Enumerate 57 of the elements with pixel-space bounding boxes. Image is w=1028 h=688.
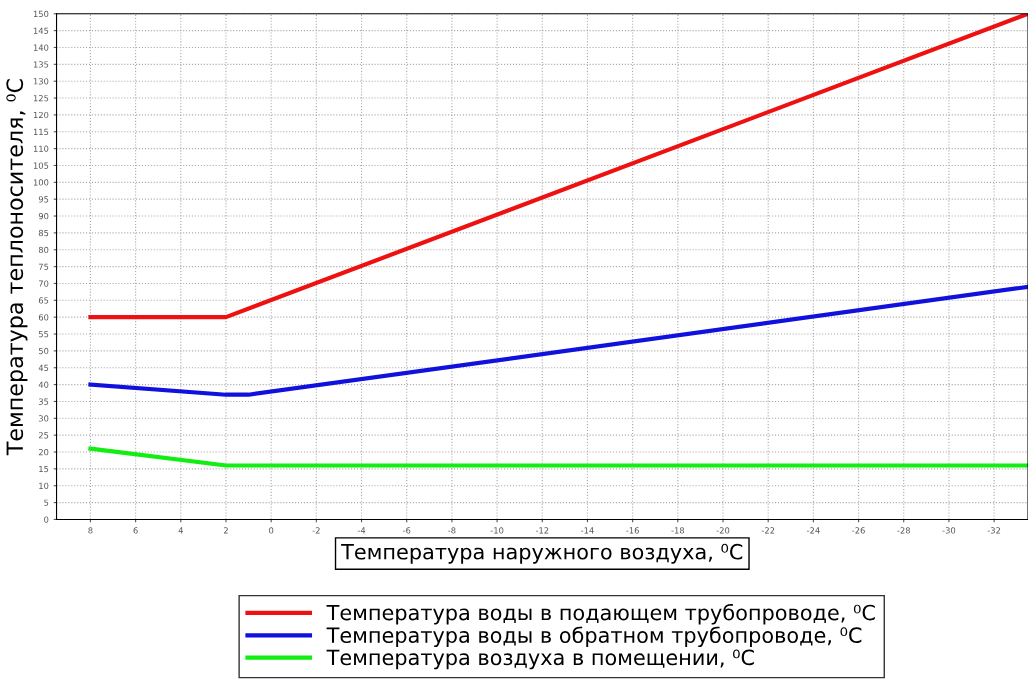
y-tick-label: 75 [38, 263, 49, 270]
x-tick-label: -32 [987, 527, 1001, 534]
x-tick-label: -16 [626, 527, 639, 534]
x-tick-label: -20 [716, 527, 730, 534]
x-tick-label: -26 [852, 527, 865, 534]
y-tick-label: 50 [38, 347, 49, 355]
y-axis-title: Температура теплоносителя, ⁰C [6, 79, 28, 456]
y-tick-label: 60 [38, 314, 49, 321]
x-tick-label: 0 [269, 527, 274, 534]
y-tick-label: 70 [38, 280, 49, 287]
y-tick-label: 130 [33, 78, 49, 85]
y-tick-label: 100 [33, 179, 49, 186]
y-tick-label: 95 [38, 196, 49, 203]
y-tick-label: 80 [38, 246, 49, 254]
y-tick-label: 65 [38, 297, 49, 304]
x-tick-label: -8 [448, 527, 456, 534]
y-tick-label: 25 [38, 432, 49, 439]
y-tick-label: 110 [33, 145, 49, 152]
y-tick-label: 15 [39, 465, 49, 473]
x-tick-label: -28 [897, 527, 910, 534]
y-tick-label: 120 [33, 111, 49, 119]
y-tick-label: 5 [44, 499, 49, 506]
x-tick-label: -10 [490, 527, 504, 534]
x-tick-label: -12 [535, 527, 549, 534]
x-tick-label: 2 [223, 527, 228, 534]
x-tick-label: -22 [761, 527, 775, 534]
x-tick-label: -24 [806, 527, 820, 534]
y-tick-label: 90 [38, 213, 49, 220]
x-tick-label: 8 [88, 527, 93, 534]
x-tick-label: -14 [581, 527, 594, 534]
y-tick-label: 10 [39, 482, 49, 490]
legend-label: Температура воды в подающем трубопроводе, ⁰C [326, 603, 875, 625]
y-tick-label: 105 [33, 162, 49, 169]
y-tick-label: 40 [38, 381, 49, 388]
legend-label: Температура воды в обратном трубопроводе, ⁰C [326, 626, 862, 648]
legend-label: Температура воздуха в помещении, ⁰C [326, 649, 754, 670]
x-tick-label: -4 [357, 527, 366, 534]
y-tick-label: 140 [33, 44, 49, 51]
y-tick-label: 115 [33, 128, 49, 136]
x-tick-label: -30 [942, 527, 956, 534]
y-tick-label: 0 [44, 516, 49, 523]
y-tick-label: 35 [38, 398, 49, 405]
y-tick-label: 125 [33, 95, 49, 102]
y-tick-label: 85 [38, 229, 49, 237]
y-tick-label: 45 [38, 364, 49, 372]
y-tick-label: 55 [38, 331, 49, 338]
y-tick-label: 135 [33, 61, 49, 68]
x-tick-label: 6 [133, 527, 138, 534]
x-tick-label: 4 [178, 527, 183, 534]
x-tick-label: -2 [312, 527, 320, 534]
y-tick-label: 30 [38, 415, 49, 422]
x-tick-label: -18 [671, 527, 685, 534]
x-tick-label: -6 [402, 527, 411, 534]
y-tick-label: 20 [38, 449, 49, 456]
y-tick-label: 150 [33, 10, 49, 18]
y-tick-label: 145 [33, 27, 49, 34]
x-axis-title: Температура наружного воздуха, ⁰C [341, 543, 743, 564]
